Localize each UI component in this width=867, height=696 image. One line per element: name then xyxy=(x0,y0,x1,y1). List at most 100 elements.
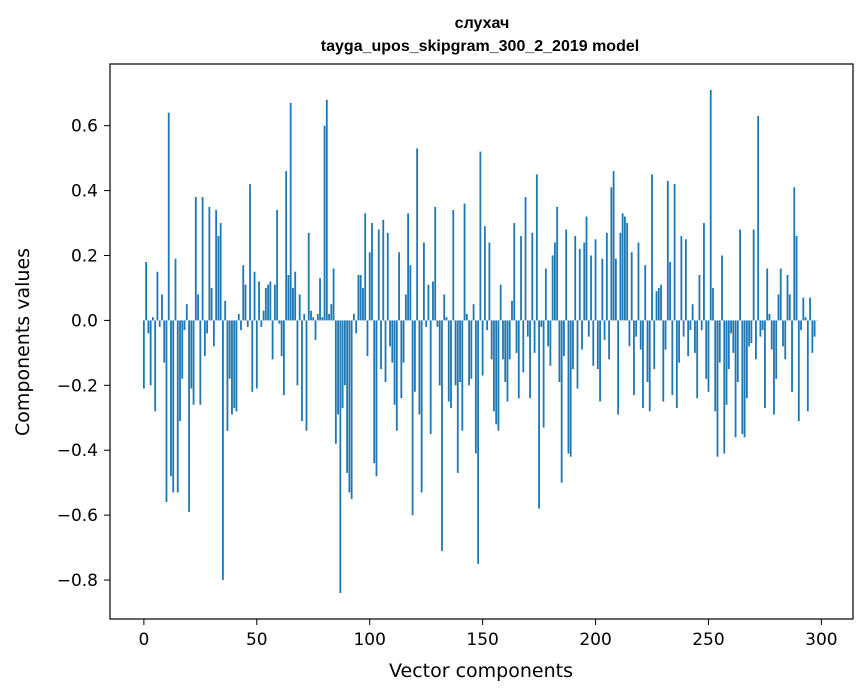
bar-127 xyxy=(429,320,432,434)
bar-206 xyxy=(608,320,610,360)
x-tick-label-0: 0 xyxy=(138,630,149,650)
bar-101 xyxy=(371,223,373,321)
bar-78 xyxy=(319,278,321,321)
bar-11 xyxy=(167,112,170,321)
bars-group xyxy=(142,89,818,594)
bar-126 xyxy=(427,284,430,321)
bar-133 xyxy=(443,294,446,321)
bar-54 xyxy=(264,287,267,321)
bar-286 xyxy=(788,294,791,321)
bar-63 xyxy=(285,171,288,321)
bar-216 xyxy=(630,252,633,321)
bar-238 xyxy=(680,236,683,321)
bar-166 xyxy=(517,320,520,399)
bar-264 xyxy=(739,229,741,321)
bar-212 xyxy=(621,213,624,321)
y-tick-label-3: −0.2 xyxy=(57,376,98,396)
bar-243 xyxy=(691,304,694,321)
bar-107 xyxy=(384,320,387,383)
bar-241 xyxy=(687,320,690,357)
bar-220 xyxy=(639,320,642,350)
bar-207 xyxy=(610,187,613,321)
bar-203 xyxy=(601,258,604,321)
bar-291 xyxy=(800,320,802,331)
bar-120 xyxy=(413,320,416,392)
bar-7 xyxy=(158,320,161,327)
bar-33 xyxy=(217,236,220,321)
bar-289 xyxy=(795,236,798,321)
bar-32 xyxy=(215,210,218,321)
bar-136 xyxy=(450,320,452,409)
bar-70 xyxy=(301,320,303,422)
bar-262 xyxy=(734,320,737,438)
bar-35 xyxy=(222,320,224,581)
bar-138 xyxy=(454,320,457,386)
bar-2 xyxy=(147,320,150,334)
bar-211 xyxy=(619,232,622,321)
bar-99 xyxy=(366,320,369,357)
bar-98 xyxy=(364,213,367,321)
bar-135 xyxy=(447,320,450,402)
bar-113 xyxy=(398,252,400,321)
bar-248 xyxy=(703,223,705,321)
bar-74 xyxy=(310,310,312,321)
bar-232 xyxy=(666,180,669,321)
bar-152 xyxy=(486,320,489,331)
x-axis-ticks: 0 50 100 150 200 250 300 xyxy=(138,619,838,650)
bar-9 xyxy=(163,320,166,363)
bar-256 xyxy=(721,255,723,321)
bar-15 xyxy=(176,320,179,493)
bar-121 xyxy=(416,148,419,321)
bar-58 xyxy=(273,284,276,321)
bar-31 xyxy=(212,320,215,347)
bar-261 xyxy=(732,320,735,353)
bar-183 xyxy=(556,206,559,321)
x-tick-label-50: 50 xyxy=(246,630,268,650)
bar-83 xyxy=(330,304,333,321)
bar-204 xyxy=(603,320,606,340)
bar-36 xyxy=(224,300,227,321)
bar-69 xyxy=(298,294,301,321)
bar-180 xyxy=(549,320,552,366)
bar-60 xyxy=(278,320,281,324)
bar-221 xyxy=(642,320,644,409)
bar-233 xyxy=(669,261,671,321)
bar-75 xyxy=(312,317,315,321)
bar-18 xyxy=(183,320,186,331)
bar-253 xyxy=(714,320,717,412)
y-tick-label-0: −0.8 xyxy=(57,571,98,591)
bar-223 xyxy=(646,320,649,383)
y-axis-ticks: −0.8 −0.6 −0.4 −0.2 0.0 0.2 0.4 0.6 xyxy=(57,117,110,591)
bar-44 xyxy=(242,265,245,321)
bar-23 xyxy=(194,197,197,321)
bar-162 xyxy=(508,320,511,360)
bar-43 xyxy=(240,320,242,331)
bar-273 xyxy=(759,320,762,337)
bar-240 xyxy=(684,239,687,321)
bar-189 xyxy=(569,320,572,457)
bar-144 xyxy=(468,320,470,386)
bar-103 xyxy=(375,320,378,477)
bar-209 xyxy=(614,258,617,321)
bar-128 xyxy=(432,281,434,321)
bar-170 xyxy=(526,320,529,337)
bar-280 xyxy=(775,320,778,379)
bar-77 xyxy=(316,313,319,321)
bar-168 xyxy=(522,320,525,373)
bar-235 xyxy=(673,184,676,321)
bar-106 xyxy=(382,219,385,321)
bar-19 xyxy=(185,304,188,321)
bar-254 xyxy=(716,320,719,457)
bar-215 xyxy=(628,320,631,347)
bar-219 xyxy=(637,242,640,321)
bar-252 xyxy=(712,287,714,321)
bar-182 xyxy=(553,242,556,321)
bar-91 xyxy=(348,320,351,493)
bar-155 xyxy=(493,320,495,412)
bar-124 xyxy=(423,242,425,321)
bar-242 xyxy=(689,320,692,331)
bar-195 xyxy=(583,242,586,321)
bar-288 xyxy=(793,187,796,321)
bar-4 xyxy=(152,317,154,321)
bar-87 xyxy=(339,320,342,594)
